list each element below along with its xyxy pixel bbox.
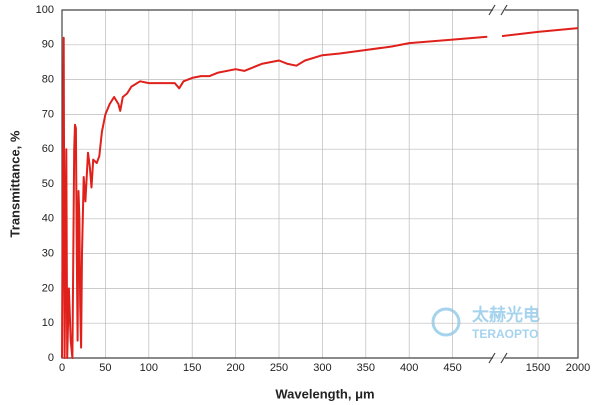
x-tick-label: 400 [400, 362, 418, 374]
y-tick-label: 80 [42, 74, 54, 86]
y-tick-label: 40 [42, 213, 54, 225]
watermark-name: 太赫光电 [472, 304, 540, 324]
x-axis-label: Wavelength, μm [275, 386, 374, 401]
y-tick-label: 50 [42, 178, 54, 190]
x-tick-label: 0 [59, 362, 65, 374]
y-tick-label: 30 [42, 248, 54, 260]
watermark-brand: TERAOPTO [472, 327, 538, 341]
watermark: 太赫光电 TERAOPTO [431, 304, 540, 341]
x-tick-label: 150 [183, 362, 201, 374]
x-tick-label: 100 [140, 362, 158, 374]
axis-break [488, 4, 508, 16]
x-tick-label: 350 [357, 362, 375, 374]
x-tick-label: 300 [313, 362, 331, 374]
watermark-logo [431, 307, 461, 337]
x-tick-label: 50 [99, 362, 111, 374]
y-tick-label: 70 [42, 108, 54, 120]
x-tick-label: 450 [443, 362, 461, 374]
y-tick-label: 10 [42, 317, 54, 329]
x-tick-label: 200 [226, 362, 244, 374]
y-tick-label: 20 [42, 282, 54, 294]
x-tick-label: 250 [270, 362, 288, 374]
y-tick-label: 100 [36, 4, 54, 16]
y-axis-label: Transmittance, % [7, 130, 22, 237]
axis-break [488, 352, 508, 364]
y-tick-label: 90 [42, 39, 54, 51]
data-line [61, 27, 579, 359]
x-tick-label: 1500 [526, 362, 550, 374]
y-tick-label: 60 [42, 143, 54, 155]
y-tick-label: 0 [48, 352, 54, 364]
x-tick-label: 2000 [566, 362, 590, 374]
